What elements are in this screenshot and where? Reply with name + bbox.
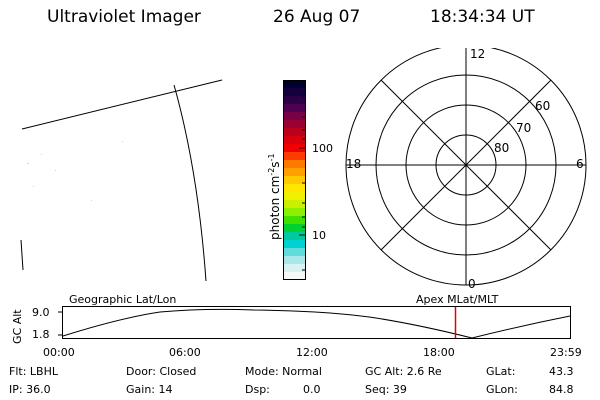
colorbar-cell [283, 96, 306, 105]
colorbar [283, 80, 306, 280]
map-grid-line-vertical [173, 84, 207, 282]
colorbar-cell [283, 208, 306, 217]
status-glon-value: 84.8 [549, 383, 574, 396]
colorbar-cell [283, 136, 306, 145]
colorbar-cell [283, 160, 306, 169]
colorbar-cell [283, 248, 306, 257]
timeline-ymin: 1.8 [32, 328, 50, 341]
polar-label-bottom: 0 [468, 277, 476, 290]
colorbar-cell [283, 200, 306, 209]
page-title: Ultraviolet Imager [47, 7, 201, 27]
colorbar-cell [283, 176, 306, 185]
status-gain: Gain: 14 [126, 383, 173, 396]
colorbar-cell [283, 112, 306, 121]
polar-ring-label-60: 60 [535, 99, 550, 113]
status-dsp-label: Dsp: [245, 383, 270, 396]
status-gc-alt: GC Alt: 2.6 Re [365, 365, 442, 378]
colorbar-cell [283, 224, 306, 233]
colorbar-cell [283, 272, 306, 280]
colorbar-cell [283, 184, 306, 193]
polar-label-right: 6 [576, 157, 584, 171]
colorbar-cell [283, 80, 306, 89]
status-ip: IP: 36.0 [9, 383, 51, 396]
map-grid-line-horizontal [21, 79, 223, 130]
polar-ring-label-70: 70 [516, 121, 531, 135]
status-seq: Seq: 39 [365, 383, 407, 396]
timeline-time-1: 06:00 [169, 346, 201, 359]
status-glon-label: GLon: [486, 383, 518, 396]
polar-plot: 12 18 6 0 60 70 80 [345, 48, 587, 290]
date-label: 26 Aug 07 [273, 7, 361, 27]
colorbar-cell [283, 88, 306, 97]
colorbar-cell [283, 168, 306, 177]
colorbar-cell [283, 120, 306, 129]
colorbar-cell [283, 144, 306, 153]
status-glat-value: 43.3 [549, 365, 574, 378]
status-filter: Flt: LBHL [9, 365, 58, 378]
status-glat-label: GLat: [486, 365, 516, 378]
timeline-time-0: 00:00 [43, 346, 75, 359]
map-edge-line [20, 239, 24, 271]
timeline-time-4: 23:59 [550, 346, 582, 359]
polar-label-top: 12 [470, 48, 485, 61]
colorbar-cell [283, 152, 306, 161]
map-noise-specks [27, 141, 123, 201]
colorbar-cell [283, 256, 306, 265]
timeline-right-title: Apex MLat/MLT [416, 293, 499, 306]
colorbar-cell [283, 104, 306, 113]
polar-ring-label-80: 80 [494, 141, 509, 155]
timeline-time-2: 12:00 [296, 346, 328, 359]
status-dsp-value: 0.0 [303, 383, 321, 396]
status-mode: Mode: Normal [245, 365, 322, 378]
colorbar-tick-10: 10 [312, 229, 326, 242]
status-door: Door: Closed [126, 365, 197, 378]
timeline-altitude-curve [62, 308, 571, 339]
timeline-ymax: 9.0 [32, 306, 50, 319]
colorbar-cell [283, 240, 306, 249]
colorbar-cell [283, 264, 306, 273]
colorbar-cell [283, 216, 306, 225]
colorbar-cell [283, 232, 306, 241]
colorbar-cell [283, 192, 306, 201]
timeline-time-3: 18:00 [423, 346, 455, 359]
time-label: 18:34:34 UT [430, 7, 535, 27]
colorbar-tick-100: 100 [312, 142, 333, 155]
polar-label-left: 18 [346, 157, 361, 171]
colorbar-cell [283, 128, 306, 137]
timeline-left-title: Geographic Lat/Lon [69, 293, 177, 306]
